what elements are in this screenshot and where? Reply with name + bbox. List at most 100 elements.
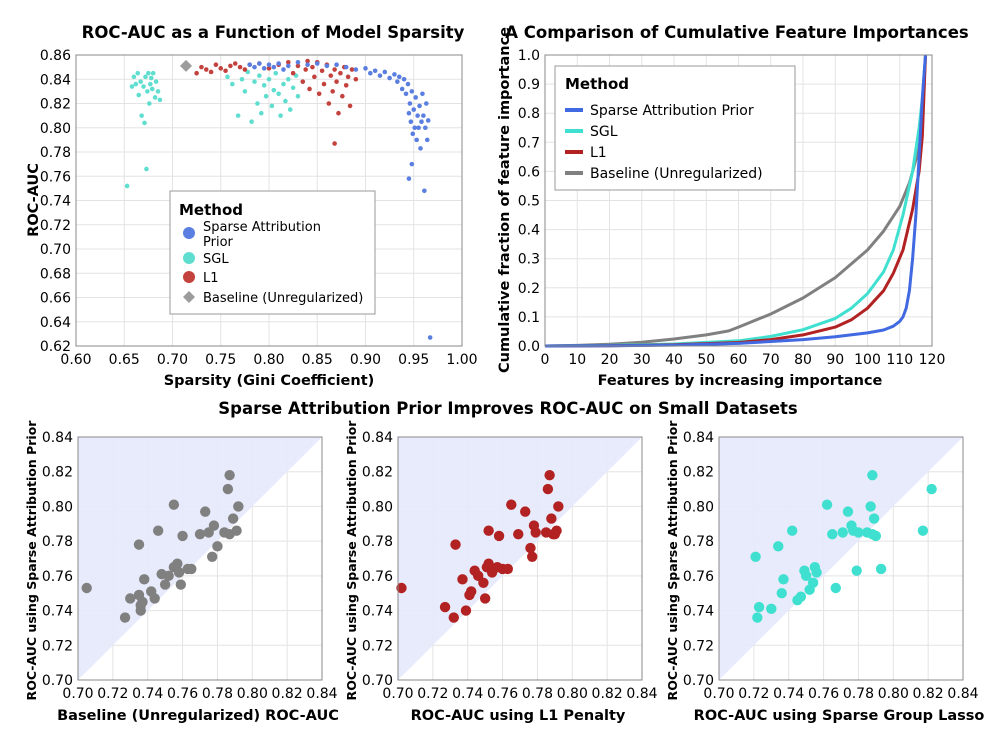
sparse-point bbox=[414, 137, 419, 143]
y-tick-label: 0.62 bbox=[40, 339, 71, 355]
x-tick-label: 0.74 bbox=[132, 686, 163, 702]
sparse-point bbox=[405, 81, 411, 87]
l1-point bbox=[218, 66, 224, 71]
comparison-point bbox=[926, 483, 937, 495]
sgl-point bbox=[131, 74, 137, 80]
legend-marker-l1 bbox=[183, 271, 195, 283]
sparse-point bbox=[396, 74, 402, 80]
comparison-point bbox=[520, 506, 531, 517]
legend: Method Sparse Attribution Prior SGL L1 B… bbox=[554, 65, 796, 191]
x-tick-label: 100 bbox=[854, 352, 881, 368]
legend-label-sparse-line1: Sparse Attribution bbox=[203, 220, 321, 235]
x-tick-label: 0.82 bbox=[592, 686, 623, 702]
comparison-point bbox=[208, 520, 220, 531]
l1-point bbox=[290, 70, 296, 76]
sgl-point bbox=[150, 70, 156, 76]
plot-frame bbox=[718, 436, 964, 681]
comparison-point bbox=[773, 541, 784, 552]
l1-point bbox=[328, 73, 334, 78]
y-tick-label: 1.0 bbox=[518, 48, 540, 64]
x-tick-label: 0.70 bbox=[157, 352, 188, 368]
comparison-point bbox=[807, 577, 819, 588]
comparison-point bbox=[870, 530, 882, 542]
legend-box bbox=[554, 65, 796, 191]
sgl-point bbox=[135, 70, 141, 76]
x-tick-label: 0.82 bbox=[913, 686, 944, 702]
comparison-point bbox=[827, 529, 838, 540]
sparse-point bbox=[314, 61, 320, 66]
l1-point bbox=[307, 86, 312, 92]
l1-point bbox=[213, 62, 219, 67]
comparison-point bbox=[542, 483, 554, 495]
comparison-point bbox=[776, 588, 787, 599]
sparse-point bbox=[412, 125, 418, 131]
sparse-point bbox=[343, 64, 349, 70]
plot-frame bbox=[75, 54, 463, 347]
y-tick-label: 0.80 bbox=[362, 499, 393, 515]
l1-point bbox=[208, 69, 214, 75]
y-axis-label: Cumulative fraction of feature importanc… bbox=[497, 27, 513, 373]
l1-point bbox=[319, 68, 325, 74]
comparison-point bbox=[448, 612, 459, 623]
y-axis-label: ROC-AUC using Sparse Attribution Prior bbox=[665, 420, 680, 701]
y-tick-label: 0.72 bbox=[42, 638, 73, 654]
sgl-point bbox=[124, 183, 130, 189]
y-tick-label: 0.74 bbox=[40, 194, 71, 210]
x-tick-label: 10 bbox=[568, 352, 586, 368]
comparison-point bbox=[553, 501, 564, 512]
y-tick-label: 0.3 bbox=[518, 252, 540, 268]
sparse-point bbox=[419, 119, 424, 124]
l1-point bbox=[332, 67, 337, 72]
comparison-point bbox=[186, 563, 197, 575]
legend-label-l1: L1 bbox=[590, 145, 607, 161]
x-tick-label: 0.76 bbox=[808, 686, 839, 702]
sparse-point bbox=[368, 70, 373, 76]
y-tick-label: 0.80 bbox=[683, 499, 714, 515]
sgl-point bbox=[143, 74, 148, 80]
x-tick-label: 90 bbox=[826, 352, 844, 368]
sparse-point bbox=[281, 67, 286, 72]
comparison-point bbox=[478, 577, 489, 588]
x-tick-label: 0.70 bbox=[382, 686, 413, 702]
y-tick-label: 0.8 bbox=[518, 106, 540, 122]
y-tick-label: 0.82 bbox=[683, 465, 714, 481]
l1-point bbox=[326, 101, 332, 106]
y-tick-label: 0.64 bbox=[40, 315, 71, 331]
y-tick-label: 0.84 bbox=[362, 430, 393, 446]
y-tick-label: 0.2 bbox=[518, 281, 540, 297]
sparse-point bbox=[423, 125, 428, 131]
y-tick-label: 0.86 bbox=[40, 48, 71, 64]
x-tick-label: 0.84 bbox=[306, 686, 337, 702]
sparse-point bbox=[377, 73, 383, 78]
sgl-point bbox=[271, 87, 277, 93]
x-tick-label: 0.85 bbox=[302, 352, 333, 368]
x-tick-label: 0.95 bbox=[398, 352, 429, 368]
comparison-point bbox=[483, 558, 494, 569]
plot-frame bbox=[544, 54, 933, 347]
cumulative-importance-chart: A Comparison of Cumulative Feature Impor… bbox=[497, 23, 969, 389]
legend-label-baseline: Baseline (Unregularized) bbox=[203, 291, 363, 306]
data-points bbox=[124, 58, 433, 340]
sgl-point bbox=[266, 76, 272, 82]
comparison-point bbox=[778, 574, 789, 585]
comparison-point bbox=[549, 529, 561, 540]
sgl-point bbox=[269, 103, 275, 109]
comparison-point bbox=[168, 499, 180, 510]
sparse-point bbox=[406, 110, 412, 116]
y-tick-label: 0.82 bbox=[42, 465, 73, 481]
sparse-point bbox=[425, 118, 431, 123]
x-tick-label: 30 bbox=[633, 352, 651, 368]
x-tick-label: 0.78 bbox=[843, 686, 874, 702]
x-tick-label: 0.74 bbox=[452, 686, 483, 702]
comparison-point bbox=[200, 506, 211, 517]
comparison-point bbox=[222, 483, 234, 495]
y-tick-label: 0.76 bbox=[683, 569, 714, 585]
l1-point bbox=[345, 74, 351, 80]
sparse-point bbox=[286, 63, 291, 69]
comparison-point bbox=[212, 541, 223, 552]
sgl-point bbox=[263, 93, 269, 99]
x-axis-label: Features by increasing importance bbox=[598, 373, 883, 389]
x-axis-label: Baseline (Unregularized) ROC-AUC bbox=[57, 708, 339, 724]
legend-box bbox=[169, 190, 376, 315]
sgl-point bbox=[230, 81, 235, 87]
